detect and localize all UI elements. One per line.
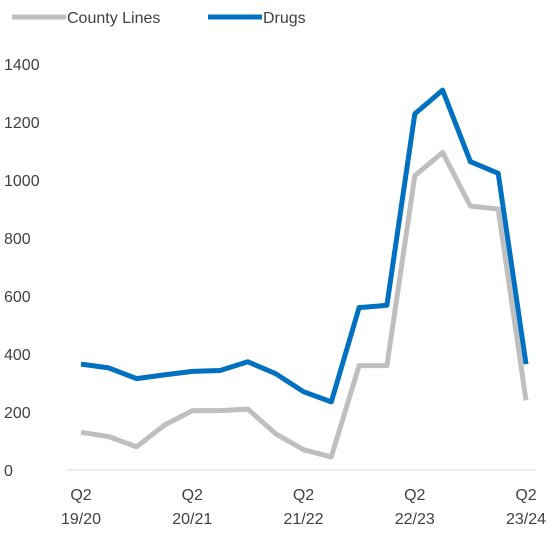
x-tick-label-year: 21/22 bbox=[283, 511, 323, 528]
legend-label: County Lines bbox=[67, 10, 160, 27]
x-tick-label-quarter: Q2 bbox=[404, 487, 425, 504]
x-tick-label-quarter: Q2 bbox=[182, 487, 203, 504]
y-tick-label: 0 bbox=[4, 463, 13, 480]
y-tick-label: 1000 bbox=[4, 173, 40, 190]
legend: County Lines Drugs bbox=[12, 10, 306, 27]
x-tick-label-quarter: Q2 bbox=[515, 487, 536, 504]
y-tick-label: 1200 bbox=[4, 115, 40, 132]
x-axis-tick-labels: Q2 19/20 Q2 20/21 Q2 21/22 Q2 22/23 Q2 23/24 bbox=[61, 487, 546, 528]
series-group bbox=[80, 87, 529, 460]
x-tick-label-year: 19/20 bbox=[61, 511, 101, 528]
y-tick-label: 800 bbox=[4, 231, 31, 248]
y-tick-label: 200 bbox=[4, 405, 31, 422]
y-tick-label: 1400 bbox=[4, 57, 40, 74]
series-line-county-lines bbox=[80, 149, 529, 460]
legend-label: Drugs bbox=[263, 10, 306, 27]
series-line-drugs bbox=[80, 87, 529, 405]
y-tick-label: 400 bbox=[4, 347, 31, 364]
y-tick-label: 600 bbox=[4, 289, 31, 306]
x-tick-label-quarter: Q2 bbox=[70, 487, 91, 504]
x-tick-label-year: 22/23 bbox=[395, 511, 435, 528]
x-tick-label-year: 23/24 bbox=[506, 511, 546, 528]
x-tick-label-year: 20/21 bbox=[172, 511, 212, 528]
y-axis-tick-labels: 0 200 400 600 800 1000 1200 1400 bbox=[4, 57, 40, 480]
x-tick-label-quarter: Q2 bbox=[293, 487, 314, 504]
